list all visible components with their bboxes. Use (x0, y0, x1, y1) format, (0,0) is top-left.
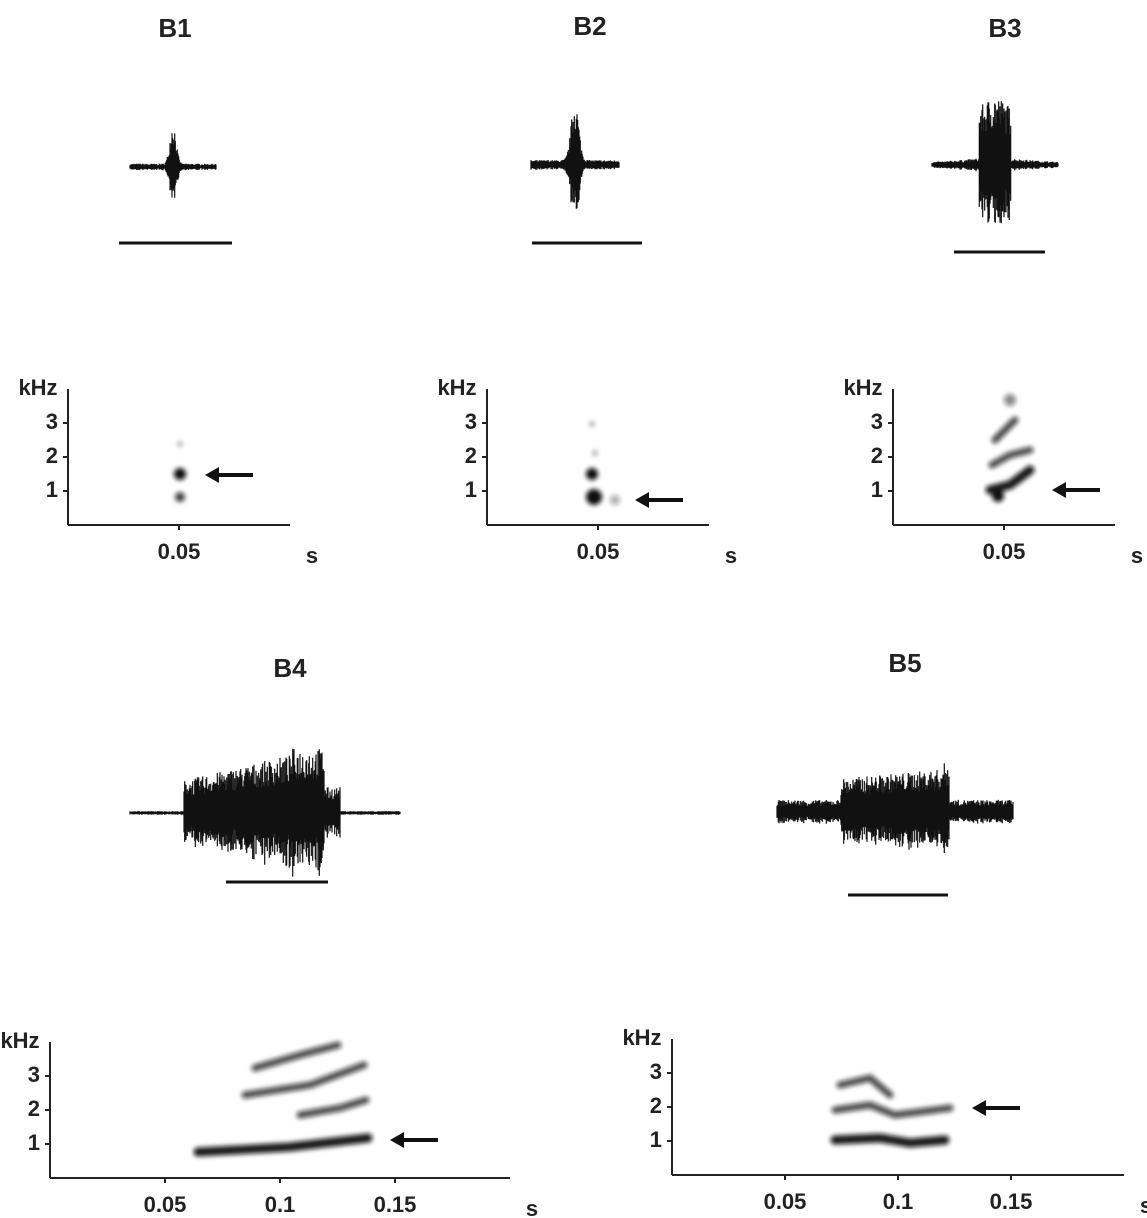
energy-blob (592, 450, 598, 456)
arrow-head (972, 1100, 986, 1116)
x-tick-label: 0.1 (883, 1189, 914, 1214)
spectrogram-energy (586, 421, 620, 505)
energy-blob (589, 421, 595, 427)
harmonic-band (198, 1138, 368, 1152)
figure: B1 kHz s 1 2 3 0.05 B2 kHz s 1 2 3 0.05 B3 kHz s 1 2 3 0.05 B… (0, 0, 1147, 1218)
panel-label: B3 (988, 13, 1021, 43)
arrow-head (205, 467, 219, 483)
waveform (932, 101, 1058, 223)
x-axis-label: s (306, 543, 318, 568)
harmonic-band (300, 1100, 366, 1115)
spectrogram-energy (990, 394, 1030, 502)
y-axis-label: kHz (0, 1028, 39, 1053)
y-axis-label: kHz (437, 375, 476, 400)
harmonic-band (835, 1138, 945, 1143)
energy-blob (177, 441, 183, 447)
y-tick-label: 3 (28, 1062, 40, 1087)
y-tick-label: 2 (46, 443, 58, 468)
energy-blob (1004, 394, 1016, 406)
y-tick-label: 1 (871, 477, 883, 502)
energy-blob (175, 492, 185, 502)
x-axis-label: s (725, 543, 737, 568)
waveform (130, 133, 216, 198)
harmonic-band (992, 450, 1030, 465)
energy-blob (586, 489, 602, 505)
y-tick-label: 1 (650, 1127, 662, 1152)
panel-label: B5 (888, 648, 921, 678)
arrow-head (1052, 482, 1066, 498)
y-tick-label: 3 (871, 409, 883, 434)
y-axis-label: kHz (843, 375, 882, 400)
x-tick-label: 0.05 (144, 1192, 187, 1217)
x-tick-label: 0.05 (577, 539, 620, 564)
x-tick-label: 0.15 (990, 1189, 1033, 1214)
y-tick-label: 3 (465, 409, 477, 434)
harmonic-band (835, 1105, 950, 1115)
x-tick-label: 0.15 (374, 1192, 417, 1217)
spectrogram-energy (835, 1078, 950, 1143)
panel-label: B2 (573, 11, 606, 41)
spectrogram-energy (174, 441, 186, 502)
arrow-head (635, 492, 649, 508)
energy-blob (174, 468, 186, 480)
waveform (130, 749, 400, 877)
waveform (777, 763, 1013, 853)
energy-blob (610, 495, 620, 505)
x-tick-label: 0.05 (983, 539, 1026, 564)
y-tick-label: 1 (465, 477, 477, 502)
arrow-head (390, 1132, 404, 1148)
y-tick-label: 1 (46, 477, 58, 502)
x-tick-label: 0.1 (265, 1192, 296, 1217)
waveform (531, 114, 619, 208)
harmonic-band (840, 1078, 890, 1095)
y-axis-label: kHz (622, 1025, 661, 1050)
x-tick-label: 0.05 (764, 1189, 807, 1214)
panel-label: B4 (273, 653, 307, 683)
x-axis-label: s (1131, 543, 1143, 568)
y-tick-label: 2 (650, 1093, 662, 1118)
energy-blob (586, 468, 598, 480)
spectrogram-energy (198, 1045, 368, 1152)
y-tick-label: 3 (46, 409, 58, 434)
harmonic-band (245, 1065, 364, 1095)
harmonic-band (255, 1045, 338, 1068)
y-tick-label: 3 (650, 1059, 662, 1084)
x-axis-label: s (1140, 1193, 1147, 1218)
y-tick-label: 2 (465, 443, 477, 468)
x-tick-label: 0.05 (158, 539, 201, 564)
y-tick-label: 1 (28, 1130, 40, 1155)
y-axis-label: kHz (18, 375, 57, 400)
harmonic-band (990, 470, 1030, 490)
x-axis-label: s (526, 1196, 538, 1218)
y-tick-label: 2 (871, 443, 883, 468)
harmonic-band (995, 420, 1015, 440)
panel-label: B1 (158, 13, 191, 43)
y-tick-label: 2 (28, 1096, 40, 1121)
